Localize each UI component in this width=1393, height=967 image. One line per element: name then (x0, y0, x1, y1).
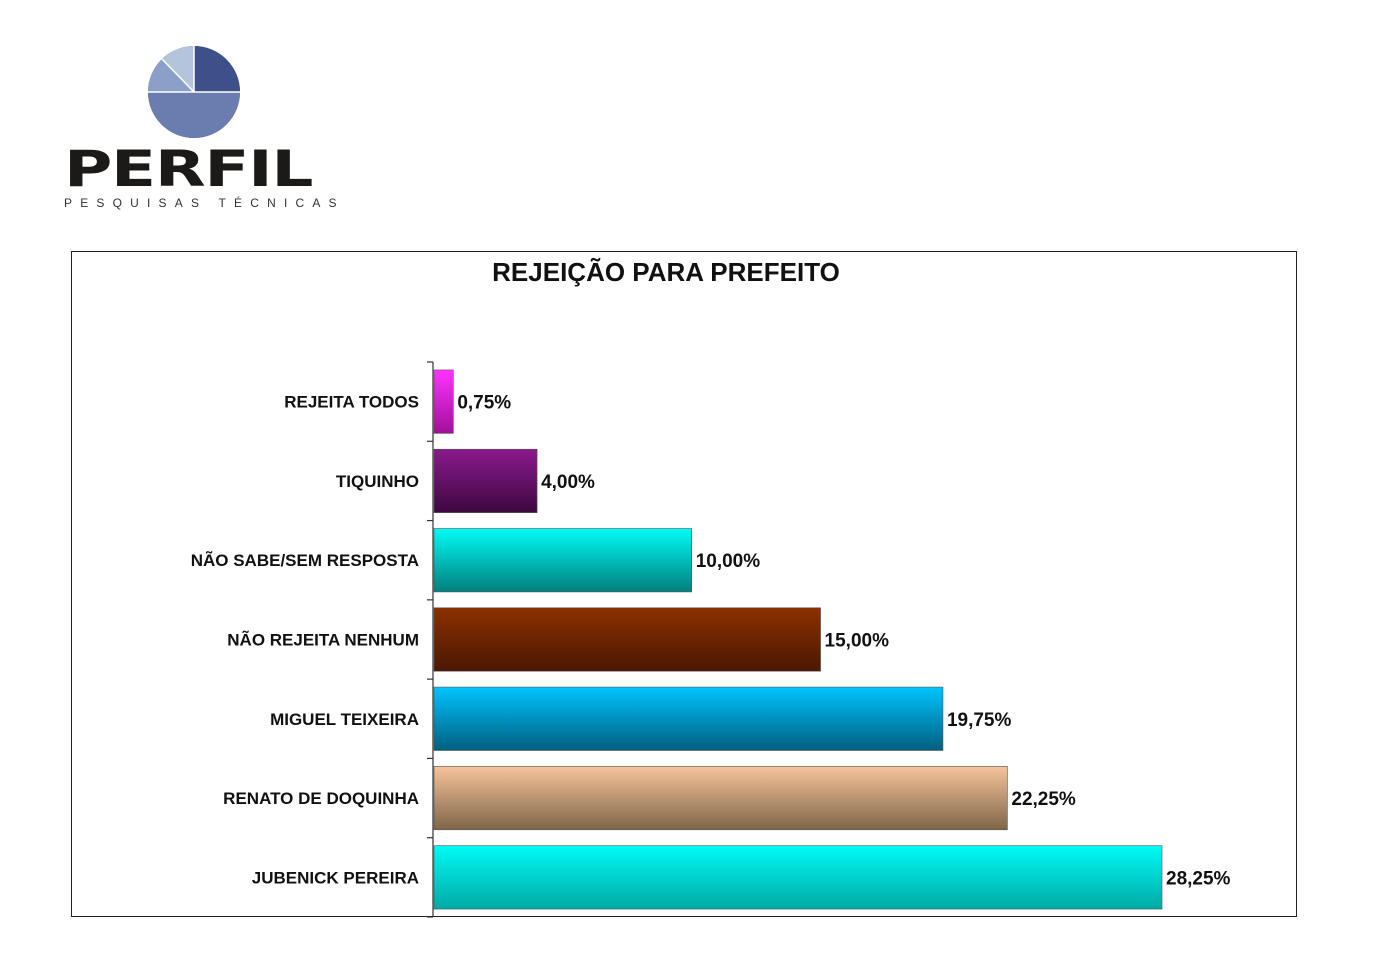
brand-name: PERFIL (64, 140, 313, 198)
value-label: 4,00% (541, 472, 595, 493)
category-label: TIQUINHO (336, 472, 419, 491)
category-label: NÃO SABE/SEM RESPOSTA (191, 550, 419, 570)
brand-tagline: PESQUISAS TÉCNICAS (64, 196, 345, 210)
value-label: 28,25% (1166, 868, 1231, 889)
bar-4 (433, 607, 821, 672)
category-label: RENATO DE DOQUINHA (223, 789, 419, 808)
value-label: 10,00% (696, 551, 761, 572)
pie-chart-logo-icon (148, 46, 240, 138)
bar-5 (433, 686, 944, 751)
bar-2 (433, 448, 538, 513)
bar-3 (433, 528, 692, 593)
bar-1 (433, 369, 454, 434)
chart-title: REJEIÇÃO PARA PREFEITO (492, 257, 840, 287)
category-label: MIGUEL TEIXEIRA (270, 710, 419, 729)
value-label: 22,25% (1011, 789, 1076, 810)
bar-7 (433, 845, 1163, 910)
category-label: REJEITA TODOS (284, 393, 419, 412)
perfil-logo: PERFIL PESQUISAS TÉCNICAS (60, 40, 337, 215)
value-label: 15,00% (825, 631, 890, 652)
bar-6 (433, 766, 1008, 831)
category-label: JUBENICK PEREIRA (252, 868, 419, 887)
value-label: 0,75% (457, 393, 511, 414)
category-label: NÃO REJEITA NENHUM (227, 630, 419, 650)
value-label: 19,75% (947, 710, 1012, 731)
